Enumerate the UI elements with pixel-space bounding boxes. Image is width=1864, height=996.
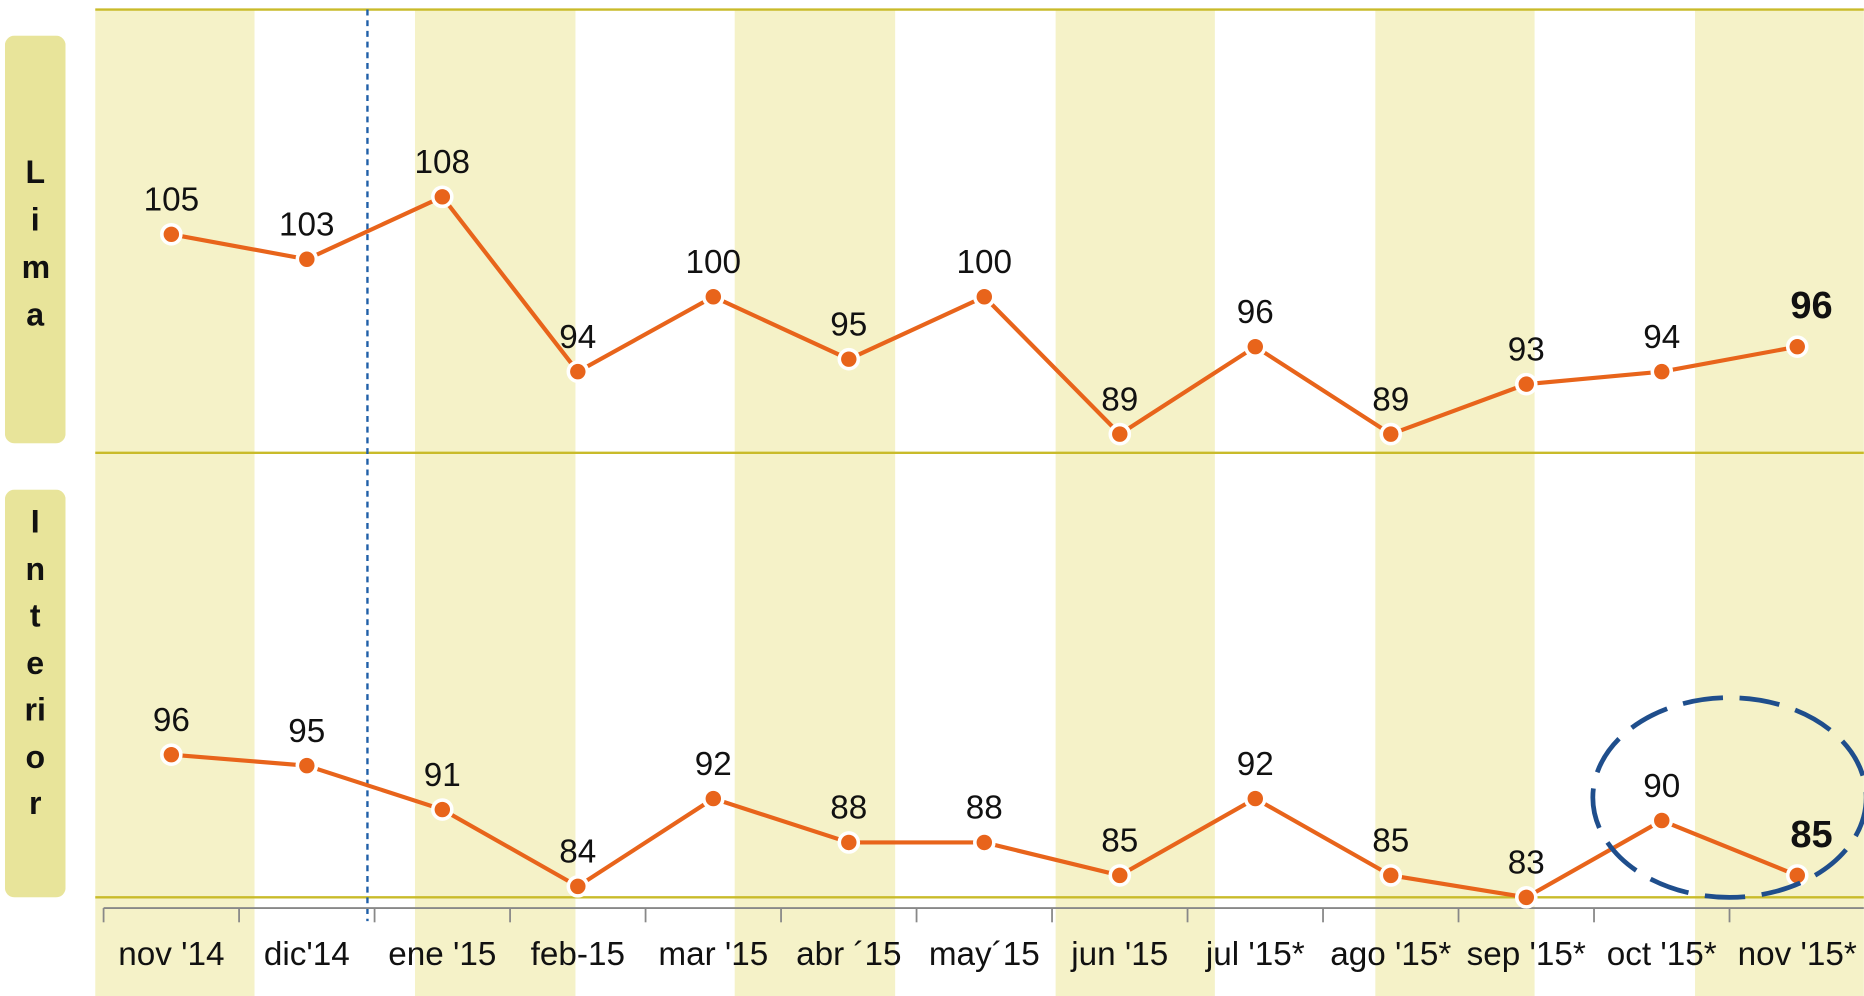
data-point [1785,335,1809,358]
data-label: 95 [288,713,325,750]
data-label: 96 [1237,294,1274,331]
x-tick-label: sep '15* [1467,936,1586,973]
data-point [1243,335,1267,358]
x-tick-label: abr ´15 [796,936,901,973]
data-label: 92 [1237,746,1274,783]
data-label: 85 [1101,823,1138,860]
data-label: 94 [559,319,596,356]
data-label: 105 [144,182,200,219]
x-tick-label: oct '15* [1607,936,1717,973]
data-point [973,285,996,309]
data-label: 100 [957,244,1013,281]
data-point [973,831,996,854]
data-point [702,787,725,810]
data-label: 88 [966,790,1003,827]
data-point [1514,372,1538,396]
stripe [95,9,255,996]
data-point [160,743,183,766]
panel-label-box: Interior [4,489,66,898]
data-label: 94 [1643,319,1680,356]
data-point [1514,886,1538,909]
stripe [1055,9,1215,996]
data-point [1108,864,1132,887]
data-label: 84 [559,834,596,871]
data-label: 91 [424,757,461,794]
x-tick-label: mar '15 [658,936,768,973]
x-tick-label: nov '15* [1738,936,1857,973]
data-label: 103 [279,206,335,243]
data-point [431,185,454,209]
x-tick-label: nov '14 [118,936,224,973]
data-point [1379,422,1403,446]
data-label: 92 [695,746,732,783]
x-tick-label: jul '15* [1205,936,1305,973]
panel-label-box: Lima [4,35,66,444]
data-label: 89 [1372,381,1409,418]
data-point [1379,864,1403,887]
x-tick-label: feb-15 [531,936,625,973]
background-stripes [95,9,1864,996]
panel-label: Interior [4,489,66,898]
data-label: 89 [1101,381,1138,418]
data-point [1108,422,1132,446]
data-label: 83 [1508,845,1545,882]
data-point [1650,809,1674,832]
x-tick-label: ene '15 [388,936,496,973]
data-point [566,875,590,898]
stripe [1695,9,1864,996]
data-point [295,754,319,777]
data-point [566,360,590,383]
x-tick-label: jun '15 [1070,936,1168,973]
data-point [837,347,861,371]
data-label: 88 [830,790,867,827]
data-point [837,831,861,854]
stripe [734,9,896,996]
data-label: 90 [1643,768,1680,805]
data-point [1243,787,1267,810]
x-tick-label: ago '15* [1330,936,1451,973]
highlight-ellipse [1590,695,1864,900]
data-point [295,247,319,271]
panel-label: Lima [4,35,66,444]
data-label: 100 [686,244,742,281]
data-label: 96 [153,702,190,739]
x-tick-label: dic'14 [264,936,350,973]
data-label: 93 [1508,331,1545,368]
data-point [702,285,725,309]
data-label: 108 [415,144,471,181]
stripe [414,9,576,996]
stripe [1375,9,1535,996]
data-label: 95 [830,306,867,343]
plot-area: nov '14 dic'14 ene '15 feb-15 mar '15 abr ´15… [102,144,1857,973]
data-point [431,798,454,821]
data-label: 85 [1372,823,1409,860]
x-tick-label: may´15 [929,936,1040,973]
data-point [160,223,183,246]
data-label: 85 [1790,814,1832,856]
data-point [1650,360,1674,383]
data-label: 96 [1790,285,1832,327]
